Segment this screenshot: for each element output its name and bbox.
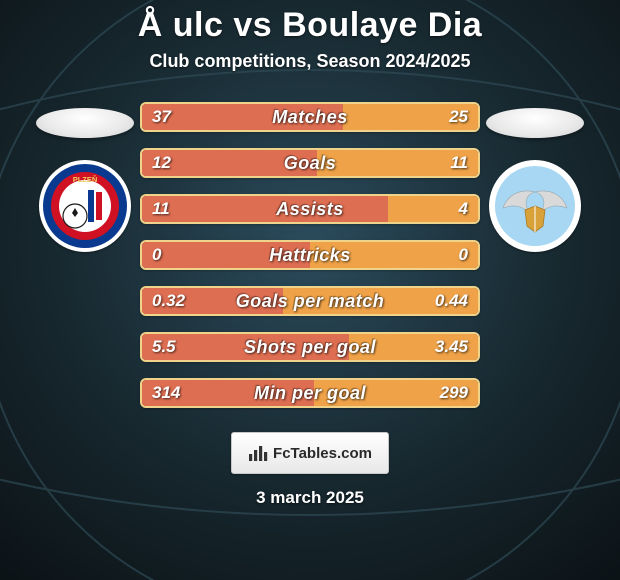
site-logo-text: FcTables.com [273, 445, 372, 462]
page-title: Å ulc vs Boulaye Dia [138, 6, 482, 45]
date-label: 3 march 2025 [256, 488, 364, 508]
stat-fill-right [388, 196, 478, 222]
stat-fill-right [283, 288, 478, 314]
stat-bars: Matches3725 Goals1211 Assists114 Hattricks0… [140, 102, 480, 408]
stat-fill-right [349, 334, 478, 360]
stat-row: Min per goal314299 [140, 378, 480, 408]
svg-text:PLZEŇ: PLZEŇ [73, 175, 98, 184]
subtitle: Club competitions, Season 2024/2025 [149, 51, 470, 72]
right-player-col [480, 102, 590, 252]
stat-fill-right [314, 380, 478, 406]
stat-fill-left [142, 288, 283, 314]
stat-fill-right [343, 104, 478, 130]
stat-row: Assists114 [140, 194, 480, 224]
stat-fill-left [142, 242, 310, 268]
stat-row: Shots per goal5.53.45 [140, 332, 480, 362]
comparison-area: PLZEŇ Matches3725 Goals1211 Assists114 Hatt… [0, 102, 620, 408]
left-player-avatar [36, 108, 134, 138]
stat-fill-left [142, 196, 388, 222]
plzen-badge-icon: PLZEŇ [41, 162, 129, 250]
site-logo: FcTables.com [231, 432, 389, 474]
right-club-badge [489, 160, 581, 252]
stat-row: Hattricks00 [140, 240, 480, 270]
lazio-badge-icon [491, 162, 579, 250]
left-club-badge: PLZEŇ [39, 160, 131, 252]
stat-fill-left [142, 380, 314, 406]
stat-fill-left [142, 104, 343, 130]
footer: FcTables.com 3 march 2025 [231, 432, 389, 508]
stat-row: Goals per match0.320.44 [140, 286, 480, 316]
stat-fill-right [310, 242, 478, 268]
left-player-col: PLZEŇ [30, 102, 140, 252]
right-player-avatar [486, 108, 584, 138]
stat-fill-right [317, 150, 478, 176]
stat-fill-left [142, 334, 349, 360]
stat-row: Goals1211 [140, 148, 480, 178]
stat-row: Matches3725 [140, 102, 480, 132]
stat-fill-left [142, 150, 317, 176]
chart-bars-icon [248, 443, 268, 463]
